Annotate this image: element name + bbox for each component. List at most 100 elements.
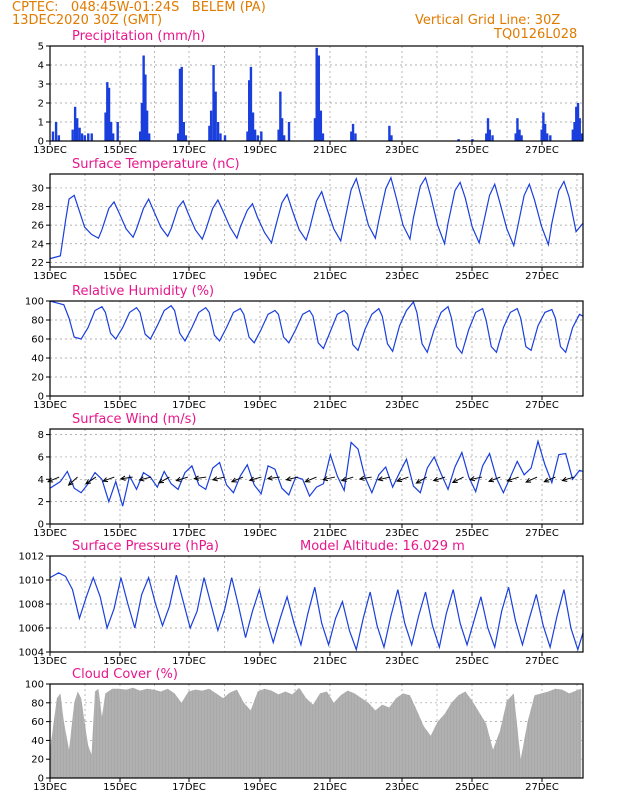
wind-arrowhead <box>488 477 495 483</box>
series-line <box>49 175 584 260</box>
wind-arrowhead <box>432 476 439 482</box>
wind-arrowhead <box>543 477 550 483</box>
y-tick-label: 0 <box>38 392 44 403</box>
precip-bar <box>486 118 490 141</box>
precip-bar <box>520 135 523 141</box>
wind-vector <box>158 476 170 484</box>
wind-arrowhead <box>101 477 109 483</box>
wind-vector <box>267 476 280 480</box>
x-tick-label: 25DEC <box>455 400 489 411</box>
x-tick-label: 17DEC <box>172 271 206 282</box>
wind-vector <box>139 476 152 481</box>
wind-vector <box>562 476 574 482</box>
precip-bar <box>549 135 552 141</box>
precip-bar <box>315 47 318 141</box>
precip-bar <box>282 135 286 141</box>
panel-title: Surface Wind (m/s) <box>72 412 196 427</box>
wind-vector <box>452 476 464 483</box>
panel-title: Precipitation (mm/h) <box>72 29 205 44</box>
panel-0: Precipitation (mm/h) 0 1 2 3 4 5 13DEC 15DEC 17DE… <box>33 29 584 156</box>
precip-bar <box>51 131 55 141</box>
precip-bar <box>216 122 220 141</box>
precip-bar <box>317 55 320 141</box>
precip-bar <box>248 80 251 141</box>
precip-bar <box>485 133 488 141</box>
series-line <box>49 572 584 652</box>
y-tick-label: 5 <box>38 42 44 53</box>
precip-bar <box>279 91 282 141</box>
precip-bar <box>277 129 280 141</box>
wind-vector <box>525 476 538 483</box>
x-tick-label: 17DEC <box>172 782 206 793</box>
panel-title: Surface Temperature (nC) <box>72 157 240 172</box>
precip-bar <box>223 135 227 141</box>
x-tick-label: 15DEC <box>103 400 137 411</box>
wind-arrowhead <box>304 477 311 483</box>
wind-vector <box>102 476 115 482</box>
precip-bar <box>388 125 391 141</box>
precip-bar <box>576 103 580 141</box>
x-tick-label: 15DEC <box>103 145 137 156</box>
panel-frame <box>49 683 584 779</box>
precip-bar <box>184 135 188 141</box>
x-tick-label: 23DEC <box>385 528 419 539</box>
precip-bar <box>571 129 575 141</box>
wind-arrowhead <box>119 475 126 481</box>
wind-arrowhead <box>193 475 200 481</box>
panel-frame <box>49 300 584 397</box>
x-tick-label: 15DEC <box>103 528 137 539</box>
precip-bar <box>457 139 460 141</box>
precip-bar <box>251 112 255 141</box>
y-tick-label: 100 <box>25 680 44 691</box>
wind-arrowhead <box>396 477 403 483</box>
precip-bar <box>87 133 90 141</box>
x-tick-label: 21DEC <box>313 782 347 793</box>
y-tick-label: 0 <box>38 774 44 785</box>
precip-bar <box>208 125 211 141</box>
x-tick-label: 23DEC <box>385 400 419 411</box>
precip-bar <box>543 123 547 141</box>
precip-bar <box>546 133 549 141</box>
x-tick-label: 23DEC <box>385 271 419 282</box>
wind-vector <box>68 476 78 486</box>
y-tick-label: 0 <box>38 137 44 148</box>
precip-bar <box>71 129 74 141</box>
panel-1: Surface Temperature (nC) 22 24 26 28 30 13DEC 1… <box>31 157 584 282</box>
x-tick-label: 17DEC <box>172 656 206 667</box>
precip-bar <box>214 91 217 141</box>
precip-bar <box>138 131 142 141</box>
x-tick-label: 21DEC <box>313 656 347 667</box>
x-tick-label: 13DEC <box>33 145 67 156</box>
precip-bar <box>260 131 263 141</box>
x-tick-label: 19DEC <box>243 528 277 539</box>
y-tick-label: 100 <box>25 297 44 308</box>
precip-bar <box>180 66 183 141</box>
panel-2: Relative Humidity (%) 0 20 40 60 80 100 13DEC 15… <box>25 284 584 411</box>
precip-bar <box>73 106 77 141</box>
x-tick-label: 23DEC <box>385 145 419 156</box>
series-line <box>49 300 584 355</box>
wind-arrowhead <box>157 478 164 484</box>
y-tick-label: 20 <box>31 755 44 766</box>
x-tick-label: 15DEC <box>103 271 137 282</box>
x-tick-label: 19DEC <box>243 145 277 156</box>
precip-bar <box>140 103 144 141</box>
panel-frame <box>49 173 584 268</box>
precip-bar <box>321 133 325 141</box>
wind-arrowhead <box>285 476 292 482</box>
wind-vector <box>507 476 519 482</box>
wind-arrowhead <box>358 475 365 481</box>
precip-bar <box>178 68 182 141</box>
x-tick-label: 25DEC <box>455 782 489 793</box>
y-tick-label: 26 <box>31 221 44 232</box>
precip-bar <box>354 133 357 141</box>
wind-arrowhead <box>377 476 384 482</box>
y-tick-label: 1004 <box>19 648 44 659</box>
panel-title: Cloud Cover (%) <box>72 667 178 682</box>
x-tick-label: 13DEC <box>33 782 67 793</box>
wind-vector <box>433 476 446 482</box>
wind-vector <box>488 476 501 482</box>
wind-vector <box>286 476 299 481</box>
x-tick-label: 25DEC <box>455 528 489 539</box>
